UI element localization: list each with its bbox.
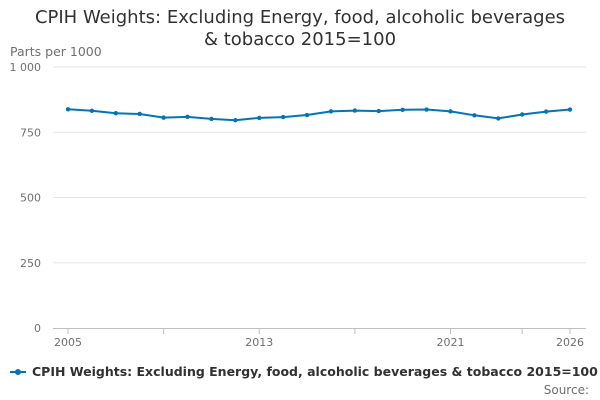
data-point — [137, 111, 142, 117]
chart-title-line-1: CPIH Weights: Excluding Energy, food, al… — [34, 7, 566, 28]
y-tick-label: 750 — [20, 126, 41, 139]
y-tick-label: 500 — [20, 192, 41, 205]
data-point — [424, 107, 429, 112]
data-point — [352, 108, 358, 113]
data-point — [567, 107, 573, 112]
data-point — [233, 118, 238, 123]
data-point — [376, 108, 381, 114]
data-point — [65, 107, 71, 112]
data-point — [472, 113, 477, 118]
data-point — [496, 116, 501, 121]
data-point — [161, 115, 166, 120]
data-point — [280, 114, 286, 120]
legend-series-marker-icon — [10, 367, 26, 377]
legend-series-label: CPIH Weights: Excluding Energy, food, al… — [32, 364, 598, 379]
data-point — [185, 114, 190, 120]
data-point — [448, 109, 453, 114]
series-line — [67, 108, 571, 122]
y-tick-label: 250 — [20, 257, 41, 270]
data-point — [304, 112, 310, 118]
legend[interactable]: CPIH Weights: Excluding Energy, food, al… — [10, 364, 598, 379]
chart-title-line-2: & tobacco 2015=100 — [203, 29, 397, 50]
data-point — [257, 115, 262, 121]
chart-title: CPIH Weights: Excluding Energy, food, al… — [0, 7, 600, 51]
y-axis-label: Parts per 1000 — [10, 44, 102, 59]
y-tick-label: 1 000 — [10, 61, 42, 74]
data-point — [543, 109, 549, 114]
data-point — [519, 112, 525, 117]
x-tick-label: 2013 — [245, 336, 273, 349]
data-point — [209, 116, 214, 122]
data-point — [89, 108, 95, 114]
x-tick-label: 2005 — [54, 336, 82, 349]
x-tick-label: 2021 — [436, 336, 464, 349]
data-point — [113, 110, 119, 116]
source-label: Source: — [543, 383, 589, 397]
x-tick-label: 2026 — [556, 336, 584, 349]
data-point — [400, 107, 405, 113]
data-point — [328, 109, 334, 114]
y-tick-label: 0 — [34, 322, 41, 335]
